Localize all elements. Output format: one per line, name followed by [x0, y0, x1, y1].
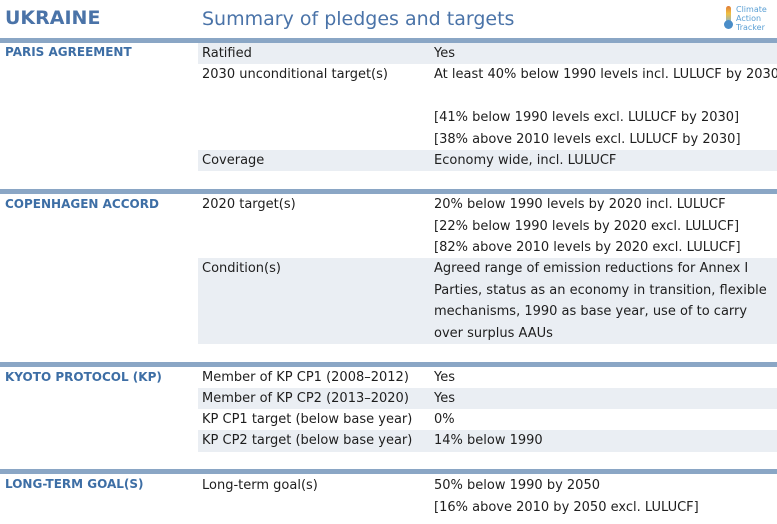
section-divider — [0, 362, 777, 367]
country-title: UKRAINE — [5, 7, 101, 29]
row-label: KP CP1 target (below base year) — [202, 412, 413, 427]
row-value: Economy wide, incl. LULUCF — [434, 153, 617, 168]
row-label: KP CP2 target (below base year) — [202, 433, 413, 448]
row-value: Yes — [434, 46, 455, 61]
row-label: Member of KP CP1 (2008–2012) — [202, 370, 409, 385]
section-divider — [0, 189, 777, 194]
logo-line-1: Climate — [736, 5, 767, 14]
section-label-kyoto-protocol: KYOTO PROTOCOL (KP) — [5, 370, 162, 384]
row-value: Yes — [434, 370, 455, 385]
table-row-kp-cp1-target: KP CP1 target (below base year) 0% — [198, 409, 777, 430]
table-row-coverage: Coverage Economy wide, incl. LULUCF — [198, 150, 777, 171]
section-divider — [0, 469, 777, 474]
table-row-kp-cp2-member: Member of KP CP2 (2013–2020) Yes — [198, 388, 777, 409]
row-label: 2030 unconditional target(s) — [202, 67, 388, 82]
logo-text: Climate Action Tracker — [736, 5, 767, 32]
row-label: Member of KP CP2 (2013–2020) — [202, 391, 409, 406]
row-value: 50% below 1990 by 2050 [16% above 2010 b… — [434, 478, 699, 515]
section-label-long-term-goals: LONG-TERM GOAL(S) — [5, 477, 144, 491]
row-value: Agreed range of emission reductions for … — [434, 261, 767, 341]
thermometer-icon — [724, 6, 733, 29]
header: UKRAINE Summary of pledges and targets C… — [0, 0, 777, 40]
table-row-2020-target: 2020 target(s) 20% below 1990 levels by … — [198, 194, 777, 258]
logo-line-2: Action — [736, 14, 762, 23]
climate-action-tracker-logo: Climate Action Tracker — [722, 5, 774, 35]
row-value: Yes — [434, 391, 455, 406]
row-label: Ratified — [202, 46, 252, 61]
section-divider — [0, 38, 777, 43]
row-label: Long-term goal(s) — [202, 478, 318, 493]
row-value: 14% below 1990 — [434, 433, 543, 448]
row-label: 2020 target(s) — [202, 197, 296, 212]
section-label-copenhagen-accord: COPENHAGEN ACCORD — [5, 197, 159, 211]
row-value: At least 40% below 1990 levels incl. LUL… — [434, 67, 777, 147]
table-row-conditions: Condition(s) Agreed range of emission re… — [198, 258, 777, 344]
table-row-ratified: Ratified Yes — [198, 43, 777, 64]
row-value: 20% below 1990 levels by 2020 incl. LULU… — [434, 197, 741, 255]
row-label: Condition(s) — [202, 261, 281, 276]
row-value: 0% — [434, 412, 455, 427]
section-label-paris-agreement: PARIS AGREEMENT — [5, 45, 132, 59]
table-row-2030-target: 2030 unconditional target(s) At least 40… — [198, 64, 777, 150]
table-row-long-term-goal: Long-term goal(s) 50% below 1990 by 2050… — [198, 475, 777, 524]
page-title: Summary of pledges and targets — [202, 8, 515, 30]
logo-line-3: Tracker — [736, 23, 765, 32]
table-row-kp-cp1-member: Member of KP CP1 (2008–2012) Yes — [198, 367, 777, 388]
row-label: Coverage — [202, 153, 265, 168]
table-row-kp-cp2-target: KP CP2 target (below base year) 14% belo… — [198, 430, 777, 452]
